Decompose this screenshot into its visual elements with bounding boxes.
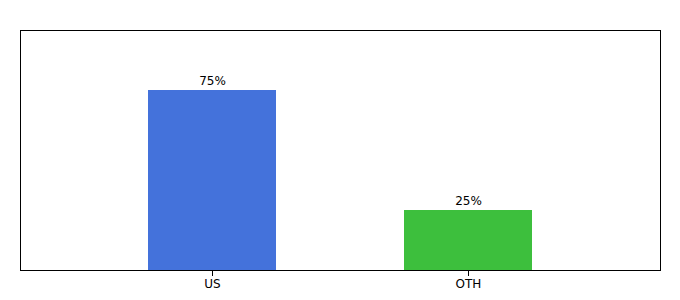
svg-text:75%: 75% [199, 74, 226, 88]
svg-text:US: US [204, 277, 220, 291]
svg-text:OTH: OTH [456, 277, 482, 291]
svg-text:25%: 25% [455, 194, 482, 208]
